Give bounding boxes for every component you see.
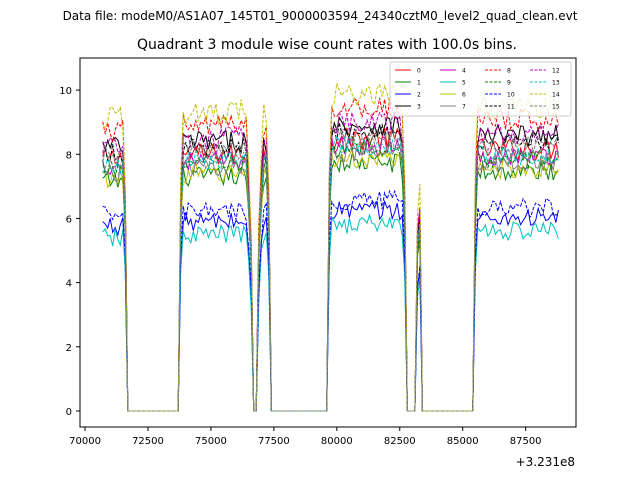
legend-label-8: 8 [507,68,511,75]
legend-label-2: 2 [417,92,421,99]
chart-title: Quadrant 3 module wise count rates with … [137,37,517,53]
legend-label-9: 9 [507,80,511,87]
legend-label-3: 3 [417,104,421,111]
legend-label-11: 11 [507,104,515,111]
series-layer [102,83,559,412]
series-line-10 [102,189,559,412]
x-tick-label: 85000 [447,436,479,447]
x-tick-label: 70000 [69,436,101,447]
x-tick-label: 87500 [510,436,542,447]
legend-label-13: 13 [552,80,560,87]
legend-label-14: 14 [552,92,560,99]
x-tick-label: 77500 [258,436,290,447]
legend-label-4: 4 [462,68,466,75]
y-tick-label: 0 [66,407,72,418]
plot-frame [79,57,577,428]
x-offset-label: +3.231e8 [516,455,575,469]
legend-label-10: 10 [507,92,515,99]
series-line-15 [102,125,559,412]
x-tick-label: 82500 [384,436,416,447]
y-tick-label: 8 [66,150,72,161]
x-tick-label: 80000 [321,436,353,447]
x-tick-label: 72500 [132,436,164,447]
y-tick-label: 4 [66,279,72,290]
legend-label-1: 1 [417,80,421,87]
legend-label-6: 6 [462,92,466,99]
legend-label-12: 12 [552,68,560,75]
legend-label-15: 15 [552,104,560,111]
y-tick-label: 10 [59,86,72,97]
legend-label-7: 7 [462,104,466,111]
axes-layer: 70000 72500 75000 77500 80000 82500 85000 87500… [59,86,541,447]
x-tick-label: 75000 [195,436,227,447]
legend-label-0: 0 [417,68,421,75]
y-tick-label: 2 [66,343,72,354]
chart-suptitle: Data file: modeM0/AS1A07_145T01_90000035… [63,9,578,23]
legend-label-5: 5 [462,80,466,87]
legend-box [389,61,572,117]
y-tick-label: 6 [66,214,72,225]
